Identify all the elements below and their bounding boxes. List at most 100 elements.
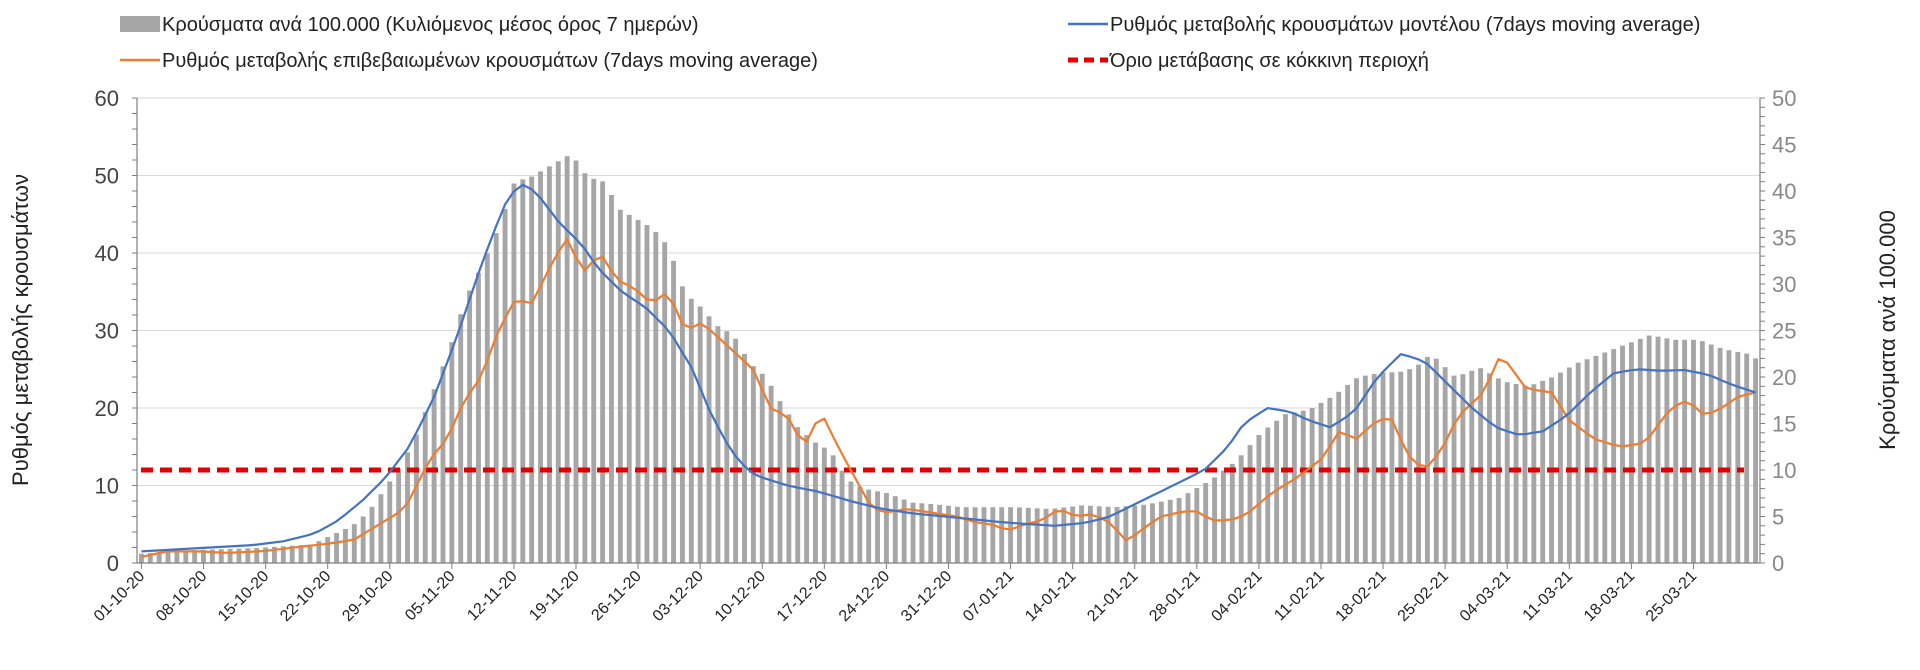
bar [1096, 506, 1102, 563]
bar [227, 548, 233, 563]
x-tick-label: 04-03-21 [1457, 568, 1514, 625]
bar [254, 548, 260, 563]
bar [1558, 372, 1563, 563]
y-right-tick-label: 0 [1772, 551, 1784, 576]
bar [733, 338, 739, 563]
bar [1008, 507, 1014, 563]
bar [1256, 434, 1262, 563]
bar [697, 306, 703, 563]
bar [449, 342, 455, 563]
bar [750, 366, 756, 563]
bar [1726, 350, 1732, 563]
y-right-tick-label: 40 [1772, 179, 1796, 204]
y-right-tick-label: 25 [1772, 319, 1796, 344]
bar [573, 160, 579, 564]
bar [493, 233, 499, 563]
y-right-title: Κρούσματα ανά 100.000 [1875, 210, 1900, 450]
bar [1185, 493, 1191, 563]
y-left-tick-label: 20 [95, 396, 119, 421]
bar [1176, 498, 1182, 563]
bar [405, 452, 410, 563]
x-tick-label: 01-10-20 [91, 568, 148, 625]
bar [1691, 339, 1696, 563]
bar [1637, 338, 1643, 563]
bar [662, 242, 668, 563]
bar [1744, 353, 1750, 563]
bar [1318, 402, 1324, 563]
bar [1424, 356, 1430, 563]
legend-bars-swatch [120, 16, 160, 32]
bar [440, 366, 446, 563]
x-tick-label: 31-12-20 [898, 568, 955, 625]
y-right-tick-label: 15 [1772, 412, 1796, 437]
bar [866, 489, 872, 563]
bar [981, 507, 987, 563]
bar [715, 326, 721, 563]
x-tick-label: 29-10-20 [339, 568, 396, 625]
bar [963, 507, 969, 563]
y-left-title: Ρυθμός μεταβολής κρουσμάτων [8, 174, 33, 486]
bar [564, 156, 570, 563]
bar [334, 533, 339, 563]
bar [892, 496, 898, 563]
bar [1646, 335, 1652, 563]
bar [555, 161, 561, 563]
bar [245, 548, 251, 563]
bar [1682, 339, 1688, 563]
bar [617, 209, 623, 564]
bar [1247, 445, 1253, 563]
bar [768, 385, 774, 563]
bar [138, 553, 144, 563]
bar [990, 507, 996, 563]
bar [1398, 371, 1404, 563]
bar [1114, 507, 1120, 563]
x-tick-label: 11-02-21 [1271, 568, 1328, 625]
x-ticks: 01-10-20 08-10-20 15-10-20 22-10-20 29-10-20… [91, 563, 1700, 625]
bar [1504, 382, 1510, 563]
bar [857, 486, 863, 563]
y-left-tick-label: 50 [95, 164, 119, 189]
bar [183, 550, 189, 563]
x-tick-label: 04-02-21 [1208, 568, 1265, 625]
bar [422, 412, 428, 563]
x-tick-label: 12-11-20 [464, 568, 521, 625]
bar [538, 171, 543, 564]
bar [431, 389, 437, 563]
bar [325, 537, 331, 563]
bar [1034, 508, 1040, 563]
y-left-tick-label: 0 [107, 551, 119, 576]
bar [821, 447, 827, 563]
bar [1611, 349, 1617, 563]
bar [1229, 463, 1235, 563]
x-tick-label: 28-01-21 [1146, 568, 1203, 625]
bar [1123, 506, 1129, 563]
bar [209, 549, 215, 563]
legend: Κρούσματα ανά 100.000 (Κυλιόμενος μέσος … [120, 14, 1700, 72]
bar [1593, 355, 1599, 563]
x-tick-label: 07-01-21 [960, 568, 1017, 625]
bar [609, 194, 614, 564]
bar [946, 505, 951, 563]
bar [804, 435, 810, 563]
bar [1664, 338, 1670, 563]
legend-confirmed-label: Ρυθμός μεταβολής επιβεβαιωμένων κρουσμάτ… [162, 50, 818, 72]
bar [1025, 507, 1031, 563]
y-right-tick-label: 20 [1772, 365, 1796, 390]
bar [972, 507, 978, 563]
bar [1141, 504, 1147, 563]
bar [307, 544, 313, 563]
y-right-ticks: 0 5 10 15 20 25 30 35 40 45 50 [1772, 86, 1796, 576]
bar [192, 550, 198, 563]
bar [1531, 384, 1537, 563]
bar [626, 214, 632, 563]
y-right-tick-label: 30 [1772, 272, 1796, 297]
bar [1655, 336, 1661, 563]
y-left-tick-label: 60 [95, 86, 119, 111]
y-right-tick-label: 10 [1772, 458, 1796, 483]
bar [369, 506, 375, 563]
bar [1354, 378, 1359, 563]
y-right-tick-label: 35 [1772, 226, 1796, 251]
bar [1043, 508, 1049, 563]
bar [1105, 506, 1111, 563]
